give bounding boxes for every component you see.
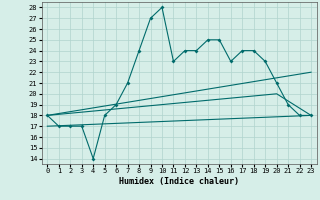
X-axis label: Humidex (Indice chaleur): Humidex (Indice chaleur) — [119, 177, 239, 186]
